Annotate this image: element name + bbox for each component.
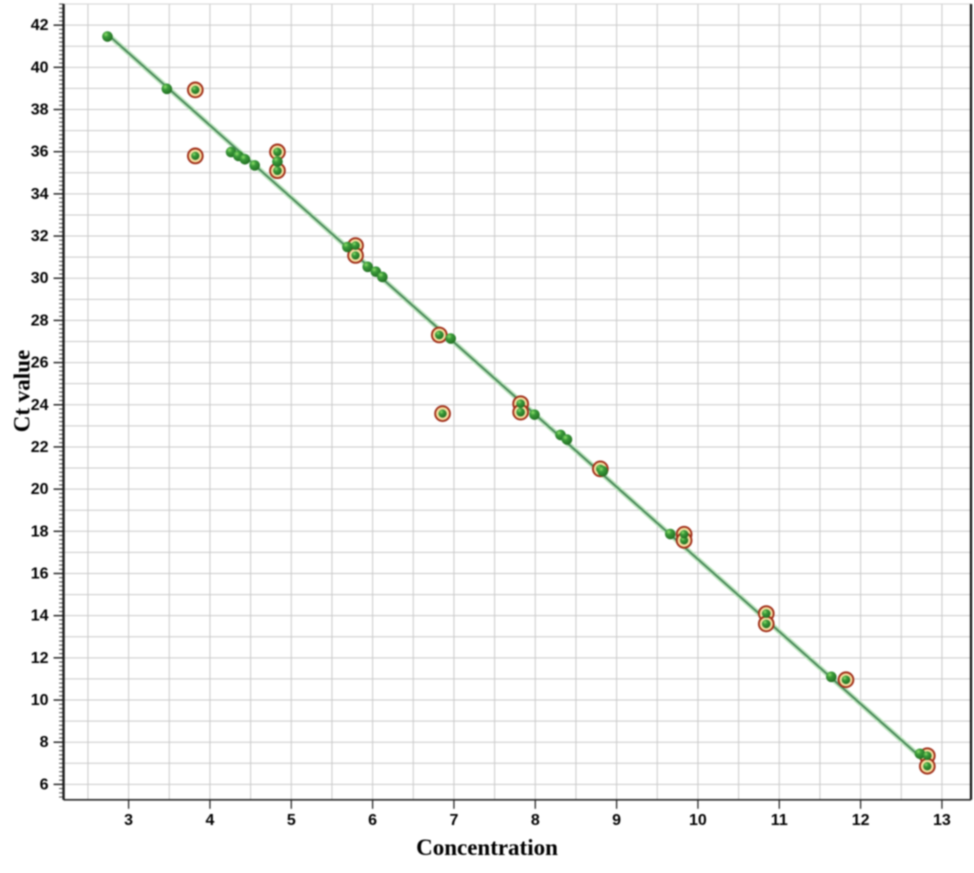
svg-text:7: 7 xyxy=(449,812,458,829)
svg-text:14: 14 xyxy=(31,608,49,625)
svg-text:30: 30 xyxy=(31,270,49,287)
svg-text:5: 5 xyxy=(287,812,296,829)
svg-text:40: 40 xyxy=(31,59,49,76)
svg-text:32: 32 xyxy=(31,228,49,245)
svg-text:3: 3 xyxy=(124,812,133,829)
svg-text:34: 34 xyxy=(31,186,49,203)
svg-text:6: 6 xyxy=(40,776,49,793)
svg-text:22: 22 xyxy=(31,439,49,456)
svg-text:18: 18 xyxy=(31,523,49,540)
svg-text:8: 8 xyxy=(40,734,49,751)
svg-text:36: 36 xyxy=(31,144,49,161)
svg-text:38: 38 xyxy=(31,102,49,119)
svg-text:8: 8 xyxy=(531,812,540,829)
svg-text:4: 4 xyxy=(205,812,214,829)
svg-text:12: 12 xyxy=(31,650,49,667)
svg-text:11: 11 xyxy=(771,812,788,829)
svg-text:16: 16 xyxy=(31,565,49,582)
svg-text:13: 13 xyxy=(933,812,951,829)
svg-text:20: 20 xyxy=(31,481,49,498)
svg-text:10: 10 xyxy=(689,812,707,829)
svg-text:28: 28 xyxy=(31,312,49,329)
svg-text:9: 9 xyxy=(612,812,621,829)
svg-text:42: 42 xyxy=(31,17,49,34)
svg-text:6: 6 xyxy=(368,812,377,829)
svg-text:12: 12 xyxy=(852,812,870,829)
svg-text:10: 10 xyxy=(31,692,49,709)
